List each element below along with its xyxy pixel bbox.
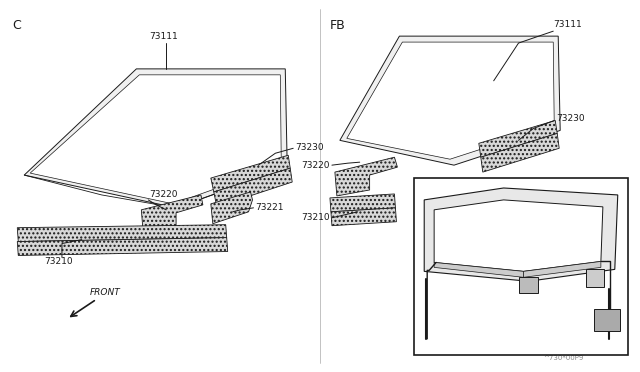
Text: 91390: 91390 <box>419 299 444 308</box>
Bar <box>594 309 620 331</box>
Text: 73130N: 73130N <box>578 215 608 224</box>
Text: 73221: 73221 <box>255 203 284 212</box>
Text: 91612: 91612 <box>452 338 476 347</box>
Text: 73230: 73230 <box>295 143 324 152</box>
Bar <box>586 269 604 287</box>
Text: ^730*00P9: ^730*00P9 <box>543 355 584 361</box>
Text: 73230: 73230 <box>556 114 585 123</box>
Text: 73210: 73210 <box>301 213 330 222</box>
Text: OP: SUN ROOF: OP: SUN ROOF <box>529 185 584 194</box>
Text: C: C <box>12 19 21 32</box>
Polygon shape <box>434 200 603 271</box>
Polygon shape <box>211 192 253 224</box>
Text: FB: FB <box>330 19 346 32</box>
Polygon shape <box>141 195 203 235</box>
Polygon shape <box>524 262 601 277</box>
Polygon shape <box>340 36 560 165</box>
Polygon shape <box>211 155 290 192</box>
Polygon shape <box>24 69 287 208</box>
Polygon shape <box>424 188 618 281</box>
Bar <box>414 178 628 355</box>
Text: 91260E: 91260E <box>588 275 617 284</box>
Text: 73111: 73111 <box>553 20 582 29</box>
Bar <box>518 277 538 293</box>
Text: 73220: 73220 <box>301 161 330 170</box>
Polygon shape <box>434 262 524 277</box>
Polygon shape <box>479 121 557 157</box>
Polygon shape <box>335 157 397 196</box>
Text: 91392: 91392 <box>588 265 612 274</box>
Polygon shape <box>331 208 396 226</box>
Polygon shape <box>30 75 282 204</box>
Text: 73220: 73220 <box>149 190 178 199</box>
Polygon shape <box>17 225 227 241</box>
Polygon shape <box>330 194 396 212</box>
Text: 73210: 73210 <box>44 257 73 266</box>
Polygon shape <box>347 42 554 159</box>
Text: FRONT: FRONT <box>90 288 120 297</box>
Polygon shape <box>214 168 292 207</box>
Text: 73140J: 73140J <box>505 338 532 347</box>
Text: 73111: 73111 <box>149 32 177 41</box>
Polygon shape <box>17 238 228 256</box>
Text: 73111: 73111 <box>578 205 602 214</box>
Polygon shape <box>481 134 559 172</box>
